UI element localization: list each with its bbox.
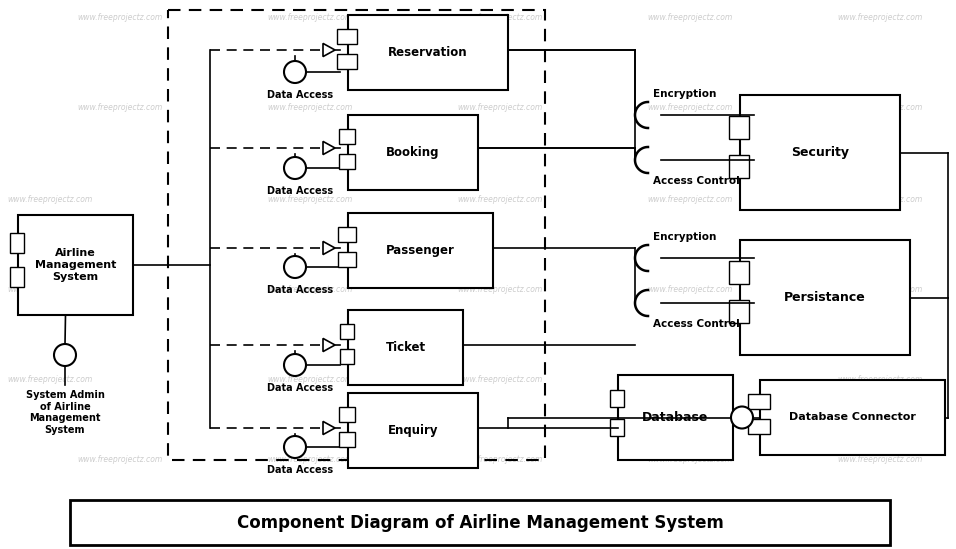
Text: www.freeprojectz.com: www.freeprojectz.com <box>457 195 543 204</box>
Text: Data Access: Data Access <box>267 465 333 475</box>
Circle shape <box>731 406 753 429</box>
Text: www.freeprojectz.com: www.freeprojectz.com <box>77 104 163 113</box>
Text: www.freeprojectz.com: www.freeprojectz.com <box>268 14 353 23</box>
Text: www.freeprojectz.com: www.freeprojectz.com <box>647 104 732 113</box>
Text: www.freeprojectz.com: www.freeprojectz.com <box>77 14 163 23</box>
Bar <box>70 500 890 545</box>
Bar <box>348 310 463 385</box>
Text: Enquiry: Enquiry <box>388 424 438 437</box>
Bar <box>337 54 357 69</box>
Bar <box>348 115 478 190</box>
Text: www.freeprojectz.com: www.freeprojectz.com <box>647 285 732 294</box>
Text: www.freeprojectz.com: www.freeprojectz.com <box>8 195 93 204</box>
Bar <box>610 390 624 407</box>
Text: www.freeprojectz.com: www.freeprojectz.com <box>647 456 732 464</box>
Text: www.freeprojectz.com: www.freeprojectz.com <box>837 104 923 113</box>
Text: www.freeprojectz.com: www.freeprojectz.com <box>8 285 93 294</box>
Bar <box>610 419 624 436</box>
Circle shape <box>284 61 306 83</box>
Bar <box>339 406 355 422</box>
Text: www.freeprojectz.com: www.freeprojectz.com <box>268 104 353 113</box>
Bar <box>348 213 493 288</box>
Text: www.freeprojectz.com: www.freeprojectz.com <box>837 195 923 204</box>
Bar <box>618 375 733 460</box>
Text: www.freeprojectz.com: www.freeprojectz.com <box>457 104 543 113</box>
Text: www.freeprojectz.com: www.freeprojectz.com <box>457 456 543 464</box>
Text: www.freeprojectz.com: www.freeprojectz.com <box>647 14 732 23</box>
Bar <box>339 154 355 169</box>
Bar <box>748 419 770 434</box>
Text: Access Control: Access Control <box>653 176 740 186</box>
Circle shape <box>284 436 306 458</box>
Text: Reservation: Reservation <box>388 46 467 59</box>
Bar <box>18 215 133 315</box>
Text: www.freeprojectz.com: www.freeprojectz.com <box>77 456 163 464</box>
Circle shape <box>284 354 306 376</box>
Bar <box>348 15 508 90</box>
Text: www.freeprojectz.com: www.freeprojectz.com <box>457 285 543 294</box>
Bar <box>740 240 910 355</box>
Text: Data Access: Data Access <box>267 186 333 196</box>
Text: Access Control: Access Control <box>653 319 740 329</box>
Circle shape <box>284 157 306 179</box>
Text: www.freeprojectz.com: www.freeprojectz.com <box>268 376 353 384</box>
Text: www.freeprojectz.com: www.freeprojectz.com <box>268 285 353 294</box>
Bar <box>728 300 750 323</box>
Bar <box>339 128 355 143</box>
Bar <box>340 323 355 339</box>
Bar <box>168 10 545 460</box>
Circle shape <box>284 256 306 278</box>
Bar <box>11 233 24 253</box>
Bar <box>339 432 355 447</box>
Text: www.freeprojectz.com: www.freeprojectz.com <box>837 285 923 294</box>
Text: www.freeprojectz.com: www.freeprojectz.com <box>457 14 543 23</box>
Text: Data Access: Data Access <box>267 285 333 295</box>
Circle shape <box>54 344 76 366</box>
Text: Database Connector: Database Connector <box>789 412 916 423</box>
Bar <box>740 95 900 210</box>
Text: www.freeprojectz.com: www.freeprojectz.com <box>8 376 93 384</box>
Bar <box>729 116 749 139</box>
Bar <box>348 393 478 468</box>
Bar <box>338 227 356 242</box>
Bar <box>340 349 355 364</box>
Bar <box>729 155 749 178</box>
Text: www.freeprojectz.com: www.freeprojectz.com <box>837 376 923 384</box>
Text: www.freeprojectz.com: www.freeprojectz.com <box>268 456 353 464</box>
Text: www.freeprojectz.com: www.freeprojectz.com <box>837 14 923 23</box>
Text: Component Diagram of Airline Management System: Component Diagram of Airline Management … <box>236 513 724 531</box>
Text: www.freeprojectz.com: www.freeprojectz.com <box>457 376 543 384</box>
Text: Ticket: Ticket <box>385 341 425 354</box>
Text: www.freeprojectz.com: www.freeprojectz.com <box>647 195 732 204</box>
Polygon shape <box>323 242 335 255</box>
Text: Database: Database <box>642 411 708 424</box>
Text: Encryption: Encryption <box>653 232 716 242</box>
Text: Passenger: Passenger <box>386 244 455 257</box>
Polygon shape <box>323 142 335 155</box>
Text: Data Access: Data Access <box>267 90 333 100</box>
Bar <box>728 261 750 284</box>
Text: www.freeprojectz.com: www.freeprojectz.com <box>268 195 353 204</box>
Text: www.freeprojectz.com: www.freeprojectz.com <box>837 456 923 464</box>
Polygon shape <box>323 422 335 435</box>
Polygon shape <box>323 43 335 57</box>
Bar <box>748 394 770 408</box>
Text: Encryption: Encryption <box>653 89 716 99</box>
Bar <box>338 252 356 267</box>
Text: System Admin
of Airline
Management
System: System Admin of Airline Management Syste… <box>26 390 104 435</box>
Polygon shape <box>323 338 335 351</box>
Bar <box>337 29 357 43</box>
Text: Persistance: Persistance <box>784 291 866 304</box>
Text: www.freeprojectz.com: www.freeprojectz.com <box>647 376 732 384</box>
Text: Booking: Booking <box>386 146 440 159</box>
Text: Airline
Management
System: Airline Management System <box>34 248 117 282</box>
Text: Data Access: Data Access <box>267 383 333 393</box>
Bar <box>11 267 24 287</box>
Text: Security: Security <box>791 146 849 159</box>
Bar <box>760 380 945 455</box>
